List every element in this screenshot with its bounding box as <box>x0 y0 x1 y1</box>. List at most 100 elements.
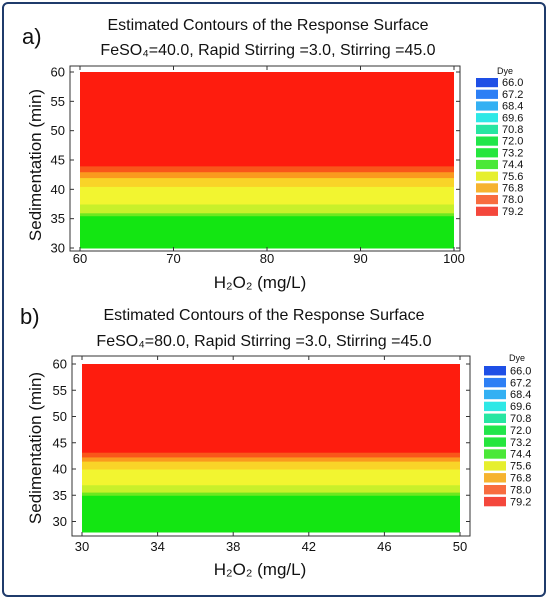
panel-a-xtick-label-4: 100 <box>443 251 465 266</box>
panel-a-ytick-label-3: 45 <box>51 153 65 168</box>
panel-a-xtick-label-1: 70 <box>166 251 180 266</box>
panel-a-legend-label-7: 74.4 <box>502 159 523 171</box>
panel-a-ylabel: Sedimentation (min) <box>26 89 45 241</box>
panel-b-ytick-label-5: 55 <box>53 383 67 398</box>
panel-a-band-7 <box>80 72 454 167</box>
panel-b-legend-label-9: 76.8 <box>510 473 531 485</box>
panel-b-legend-swatch-7 <box>484 449 506 459</box>
panel-b-band-3 <box>82 469 460 486</box>
panel-b-legend-swatch-6 <box>484 437 506 447</box>
panel-b-legend-label-2: 68.4 <box>510 389 531 401</box>
panel-b-legend-label-7: 74.4 <box>510 449 531 461</box>
panel-a-legend-swatch-2 <box>476 101 498 111</box>
panel-a-legend-swatch-3 <box>476 113 498 123</box>
panel-b-xtick-label-5: 50 <box>453 539 467 554</box>
panel-b-subtitle: FeSO₄=80.0, Rapid Stirring =3.0, Stirrin… <box>96 333 431 350</box>
panel-b-ytick-label-1: 35 <box>53 488 67 503</box>
panel-a-xtick-label-0: 60 <box>73 251 87 266</box>
panel-b-legend-swatch-8 <box>484 461 506 471</box>
panel-a-legend-swatch-4 <box>476 124 498 134</box>
panel-a-ytick-label-6: 60 <box>51 65 65 80</box>
panel-b-legend-swatch-0 <box>484 366 506 376</box>
panel-a-legend-label-0: 66.0 <box>502 77 523 89</box>
panel-b-ytick-label-2: 40 <box>53 462 67 477</box>
panel-b-title: Estimated Contours of the Response Surfa… <box>103 307 424 324</box>
panel-a-band-6 <box>80 165 454 173</box>
panel-b-band-6 <box>82 452 460 458</box>
panel-a-legend-swatch-10 <box>476 195 498 205</box>
panel-a-legend-label-8: 75.6 <box>502 171 523 183</box>
panel-a-plot: 30 35 40 45 50 55 60 60 70 80 90 100 66.067.268.469.… <box>51 65 524 267</box>
panel-b-xtick-label-1: 34 <box>150 539 164 554</box>
panel-b-band-0 <box>82 495 460 533</box>
panel-b-xtick-label-3: 42 <box>302 539 316 554</box>
panel-b-band-1 <box>82 492 460 496</box>
panel-a-ytick-label-2: 40 <box>51 182 65 197</box>
panel-b-label: b) <box>20 304 40 329</box>
panel-a-xtick-label-3: 90 <box>353 251 367 266</box>
panel-a-band-1 <box>80 212 454 217</box>
panel-b-ytick-label-0: 30 <box>53 514 67 529</box>
panel-b-legend-swatch-3 <box>484 401 506 412</box>
panel-b-legend-label-0: 66.0 <box>510 365 531 377</box>
panel-a-ytick-label-5: 55 <box>51 94 65 109</box>
panel-b-legend-label-1: 67.2 <box>510 377 531 389</box>
panel-a-band-0 <box>80 215 454 249</box>
panel-b-legend-label-6: 73.2 <box>510 437 531 449</box>
panel-a-legend-swatch-5 <box>476 136 498 146</box>
panel-a-legend-swatch-9 <box>476 183 498 193</box>
panel-a-legend-title: Dye <box>497 66 513 76</box>
panel-a-legend-label-5: 72.0 <box>502 136 523 148</box>
panel-a-subtitle: FeSO₄=40.0, Rapid Stirring =3.0, Stirrin… <box>100 42 435 59</box>
panel-a-band-4 <box>80 177 454 187</box>
panel-b-ylabel: Sedimentation (min) <box>26 372 45 524</box>
panel-a-legend-swatch-0 <box>476 78 498 88</box>
panel-b-legend-label-10: 78.0 <box>510 484 531 496</box>
panel-b-xtick-label-2: 38 <box>226 539 240 554</box>
panel-a-legend-label-11: 79.2 <box>502 206 523 218</box>
panel-a-title: Estimated Contours of the Response Surfa… <box>107 17 428 34</box>
panel-b-band-7 <box>82 364 460 453</box>
panel-a-legend-label-10: 78.0 <box>502 194 523 206</box>
panel-a-legend-swatch-7 <box>476 159 498 170</box>
panel-b-ytick-label-4: 50 <box>53 409 67 424</box>
panel-b-legend-swatch-4 <box>484 413 506 423</box>
panel-a-xtick-label-2: 80 <box>260 251 274 266</box>
panel-b-xtick-label-4: 46 <box>377 539 391 554</box>
panel-b-legend-swatch-9 <box>484 473 506 483</box>
panel-b-legend-swatch-10 <box>484 485 506 495</box>
panel-a-legend-label-2: 68.4 <box>502 101 523 113</box>
panel-b-legend-label-3: 69.6 <box>510 401 531 413</box>
panel-a-legend-label-9: 76.8 <box>502 183 523 195</box>
panel-a-legend-swatch-11 <box>476 206 498 216</box>
panel-b-xtick-label-0: 30 <box>75 539 89 554</box>
panel-a-ytick-label-0: 30 <box>51 241 65 256</box>
panel-b-xlabel: H₂O₂ (mg/L) <box>214 560 307 579</box>
figure-frame <box>2 2 546 597</box>
panel-a-legend-label-3: 69.6 <box>502 112 523 124</box>
panel-b-plot: 30 35 40 45 50 55 60 30 34 38 42 46 50 66.067.268.469… <box>53 355 531 554</box>
panel-b-ytick-label-6: 60 <box>53 357 67 372</box>
panel-a-legend-swatch-8 <box>476 171 498 181</box>
panel-a-label: a) <box>22 24 42 49</box>
panel-b-legend-label-11: 79.2 <box>510 496 531 508</box>
panel-a-ytick-label-1: 35 <box>51 211 65 226</box>
panel-a-legend-label-1: 67.2 <box>502 89 523 101</box>
panel-b-legend-swatch-1 <box>484 377 506 388</box>
panel-b-legend-label-4: 70.8 <box>510 413 531 425</box>
panel-a-legend-swatch-6 <box>476 148 498 158</box>
panel-b-legend-title: Dye <box>509 353 525 363</box>
panel-b-legend-swatch-2 <box>484 389 506 400</box>
panel-b-legend-swatch-5 <box>484 425 506 435</box>
panel-a-band-5 <box>80 171 454 179</box>
panel-a-band-3 <box>80 186 454 205</box>
panel-b-band-5 <box>82 456 460 462</box>
panel-b-legend-label-5: 72.0 <box>510 425 531 437</box>
panel-b-band-4 <box>82 461 460 470</box>
panel-b-legend-swatch-11 <box>484 496 506 507</box>
panel-a-ytick-label-4: 50 <box>51 123 65 138</box>
panel-b-band-2 <box>82 484 460 493</box>
panel-b-ytick-label-3: 45 <box>53 435 67 450</box>
panel-a-band-2 <box>80 204 454 214</box>
